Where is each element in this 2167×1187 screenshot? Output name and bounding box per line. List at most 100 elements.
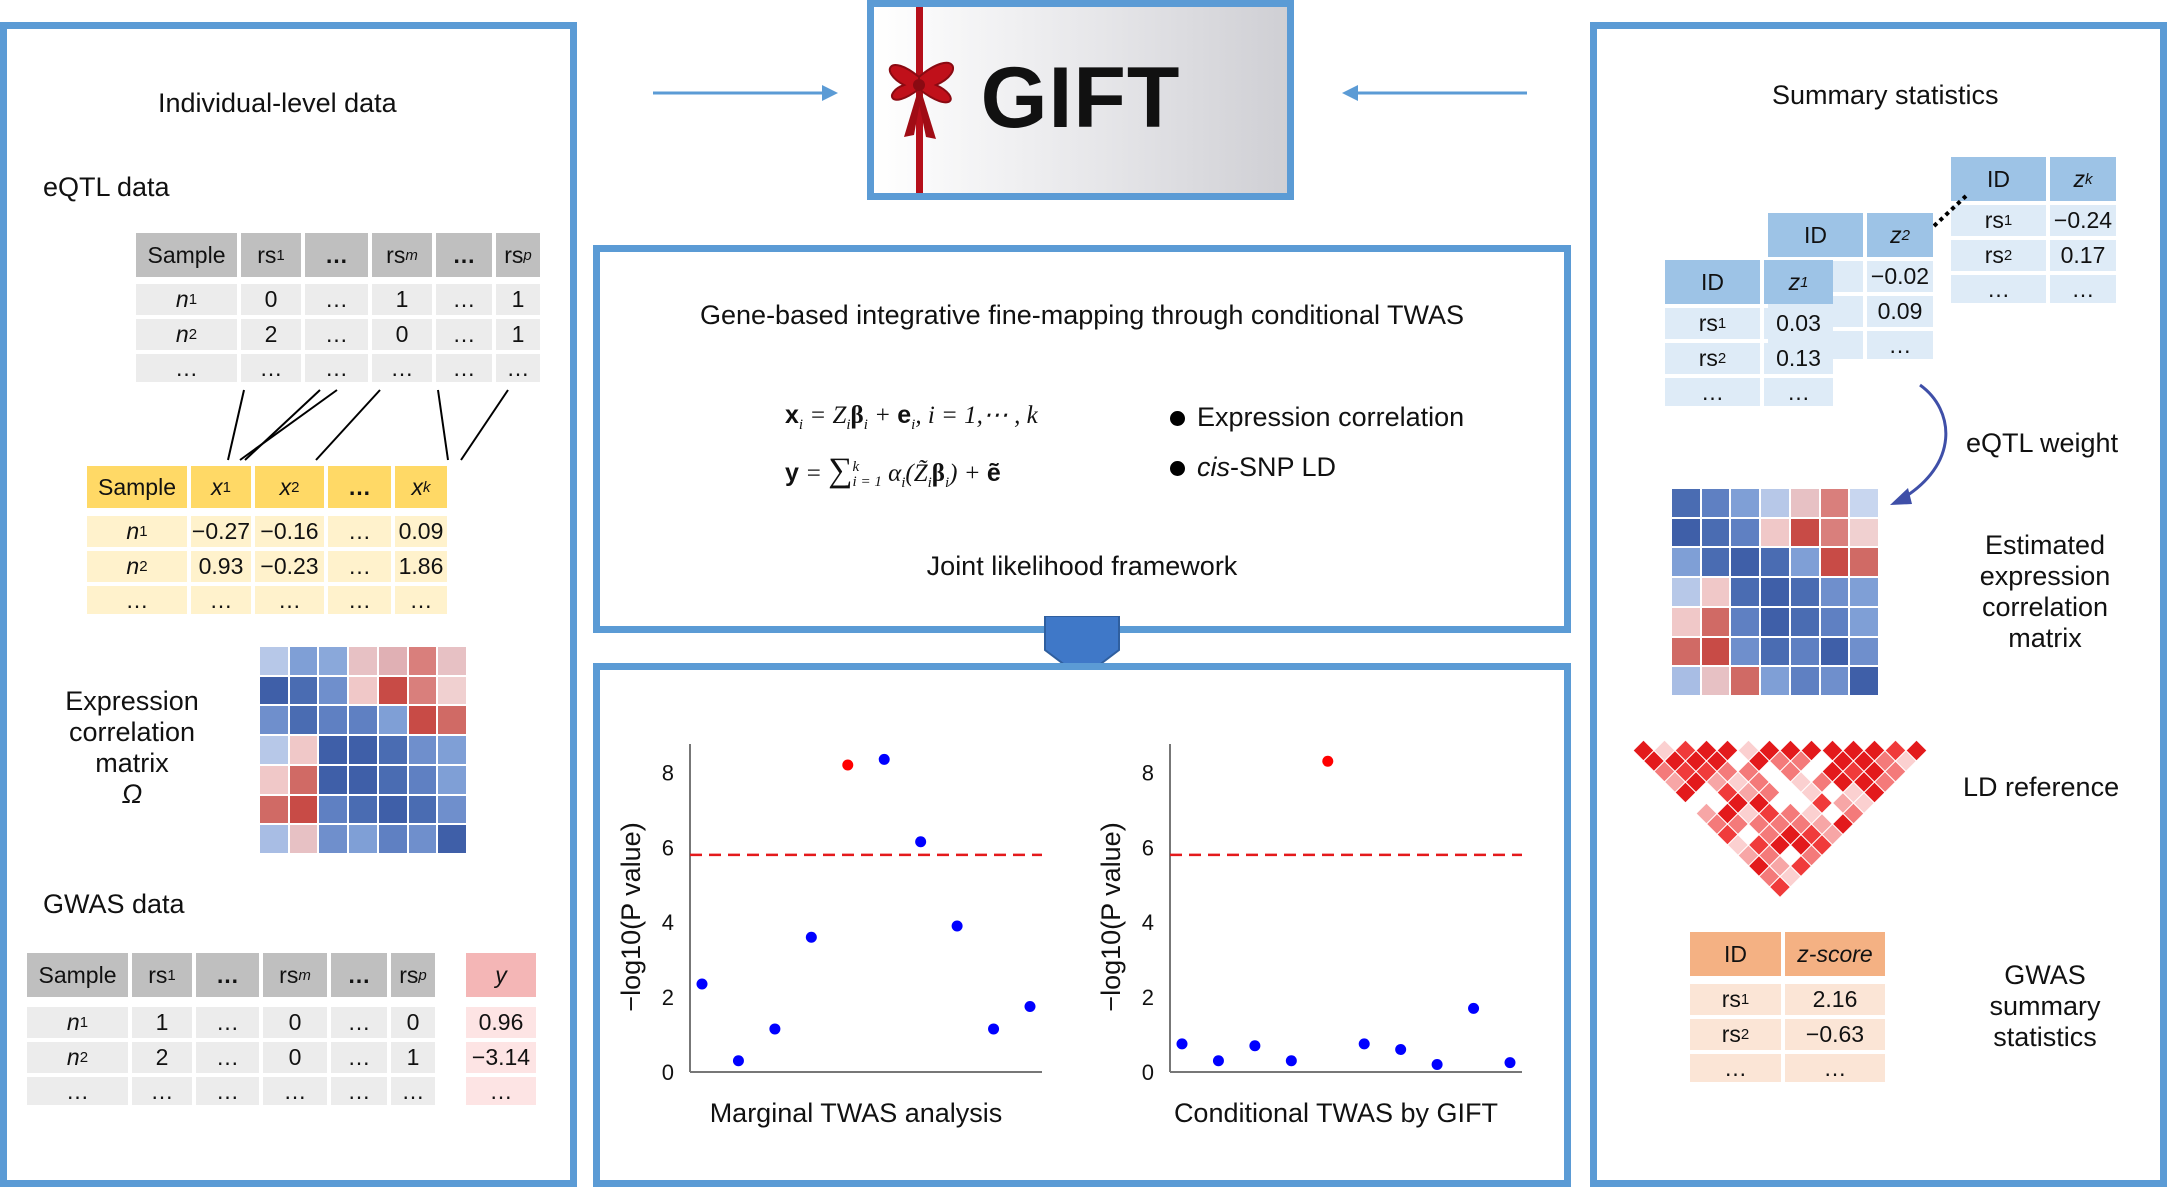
cell: −0.23 [255, 551, 324, 582]
ld-reference-label: LD reference [1963, 772, 2120, 802]
cell: 1 [132, 1007, 192, 1038]
table-row: … … … … … … [136, 354, 544, 382]
heatmap-cell [1789, 488, 1820, 518]
heatmap-cell [1700, 517, 1731, 548]
cell: −0.16 [255, 516, 324, 547]
cell: ID [1690, 932, 1781, 976]
data-point [1431, 1059, 1443, 1071]
heatmap-cell [1789, 606, 1820, 637]
heatmap-cell [377, 794, 408, 825]
y-tick-label: 8 [662, 760, 674, 785]
table-header: ID z-score [1690, 932, 1889, 976]
heatmap-cell [1789, 577, 1820, 607]
cell: 2.16 [1785, 984, 1885, 1015]
cell: rs 1 [1690, 984, 1781, 1015]
y-tick-label: 6 [1142, 835, 1154, 860]
y-value: … [466, 1077, 536, 1105]
chart-title: Marginal TWAS analysis [710, 1098, 1003, 1128]
cell: … [196, 1007, 259, 1038]
label-line: Estimated [1984, 530, 2106, 560]
heatmap-cell [377, 764, 408, 795]
y-tick-label: 2 [662, 985, 674, 1010]
heatmap-cell [1760, 666, 1790, 696]
method-panel [593, 245, 1571, 633]
heatmap-cell [377, 705, 408, 736]
heatmap-cell [407, 675, 438, 706]
heatmap-cell [288, 764, 319, 795]
cell: … [436, 284, 492, 315]
cell: rs 1 [1951, 205, 2046, 236]
y-axis-label: −log10(P value) [1096, 822, 1126, 1011]
cell: … [132, 1077, 192, 1105]
cell: … [328, 586, 391, 614]
cell: z-score [1785, 932, 1885, 976]
heatmap-cell [318, 794, 349, 825]
heatmap-cell [1730, 606, 1761, 637]
label-line: expression [1979, 561, 2111, 592]
cell: … [1785, 1054, 1885, 1082]
eqtl-table-header: Sample rs 1 … rs m … rs p [136, 233, 544, 277]
gwas-header-sample: Sample [27, 953, 128, 997]
table-row: rs 1 −0.24 [1951, 205, 2120, 236]
heatmap-cell [348, 705, 378, 736]
eqtl-header-rsp: rs p [496, 233, 540, 277]
heatmap-cell [437, 824, 467, 854]
cell: … [436, 354, 492, 382]
data-point [1322, 755, 1334, 767]
y-axis-label: −log10(P value) [616, 822, 646, 1011]
y-value: 0.96 [466, 1007, 536, 1038]
data-point [1024, 1000, 1036, 1012]
heatmap-cell [407, 735, 438, 765]
cell: … [305, 354, 368, 382]
label-line: correlation [68, 717, 196, 748]
heatmap-cell [1760, 488, 1790, 518]
cell: 0 [263, 1042, 327, 1073]
cell: ID [1665, 260, 1760, 304]
heatmap-cell [407, 646, 438, 676]
heatmap-cell [1700, 606, 1731, 637]
heatmap-cell [318, 675, 349, 706]
cell: 0.09 [1867, 296, 1933, 327]
heatmap-cell [259, 794, 289, 825]
heatmap-cell [1789, 517, 1820, 548]
cell: 0.17 [2050, 240, 2116, 271]
heatmap-cell [1760, 547, 1790, 578]
data-point [805, 931, 817, 943]
cell: … [391, 1077, 435, 1105]
framework-label: Joint likelihood framework [926, 551, 1238, 581]
heatmap-cell [437, 705, 467, 736]
heatmap-cell [318, 646, 349, 676]
heatmap-cell [259, 675, 289, 706]
eqtl-data-title: eQTL data [43, 172, 170, 202]
heatmap-cell [259, 646, 289, 676]
row-sample: … [136, 354, 237, 382]
heatmap-cell [1849, 517, 1879, 548]
gwas-summary-label: GWAS summary statistics [1965, 960, 2125, 1053]
data-point [696, 978, 708, 990]
chart-title: Conditional TWAS by GIFT [1174, 1098, 1498, 1128]
data-point [842, 759, 854, 771]
arrows-to-gift [653, 85, 1527, 101]
gwas-header-ellipsis: … [196, 953, 259, 997]
formula-x: xi = Ziβi + ei, i = 1,⋯ , k [785, 401, 1038, 433]
heatmap-cell [348, 824, 378, 854]
heatmap-cell [407, 794, 438, 825]
marginal-twas-chart: 0 2 4 6 8 −log10(P value) Marginal TWAS analys… [616, 744, 1042, 1128]
heatmap-cell [437, 735, 467, 765]
expr-header-ellipsis: … [328, 466, 391, 508]
heatmap-cell [288, 646, 319, 676]
cell: 1 [496, 284, 540, 315]
arrow-left-icon [1342, 85, 1358, 101]
cell: 0 [391, 1007, 435, 1038]
gwas-table-header: Sample rs 1 … rs m … rs p [27, 953, 439, 997]
bullet-cis-snp-ld: cis-SNP LD [1170, 452, 1336, 483]
cell: 2 [241, 319, 301, 350]
data-point [1358, 1038, 1370, 1050]
heatmap-cell [1760, 636, 1790, 667]
